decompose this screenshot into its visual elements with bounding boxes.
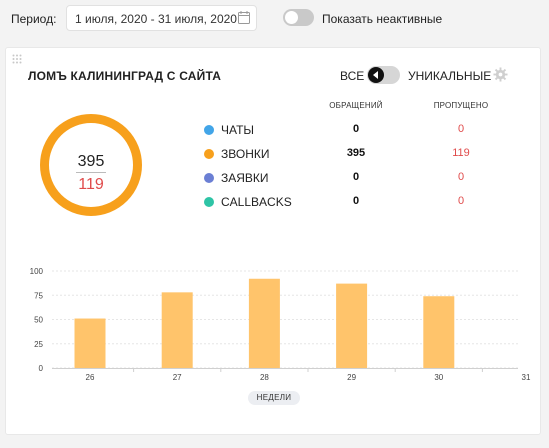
donut-divider [76, 172, 106, 173]
row-missed-value: 119 [452, 147, 470, 159]
x-tick-label: 29 [347, 373, 356, 382]
gear-icon[interactable] [493, 67, 508, 82]
chart-bar [336, 283, 368, 368]
table-row[interactable]: CALLBACKS 0 0 [6, 192, 542, 212]
legend-dot [204, 149, 214, 159]
mode-toggle-knob [368, 67, 384, 83]
row-calls-value: 0 [352, 123, 360, 135]
total-donut: 395 119 [40, 114, 142, 216]
y-tick-label: 25 [34, 340, 43, 349]
row-label: CALLBACKS [221, 195, 292, 209]
legend-dot [204, 197, 214, 207]
mode-unique-label[interactable]: УНИКАЛЬНЫЕ [408, 69, 492, 83]
donut-total-value: 395 [77, 153, 105, 170]
x-tick-label: 27 [173, 373, 182, 382]
table-row[interactable]: ЗВОНКИ 395 119 [6, 144, 542, 164]
y-tick-label: 100 [30, 267, 44, 276]
row-calls-value: 0 [352, 171, 360, 183]
chart-bar [248, 278, 280, 368]
mode-toggle[interactable] [367, 66, 400, 84]
row-label: ЗВОНКИ [221, 147, 270, 161]
weekly-bar-chart: 100 75 50 25 0 26 27 28 29 30 31 [30, 267, 531, 382]
show-inactive-label: Показать неактивные [322, 12, 443, 26]
drag-handle-icon[interactable] [12, 54, 22, 64]
x-tick-label: 26 [86, 373, 95, 382]
top-toolbar: Период: 1 июля, 2020 - 31 июля, 2020 Пок… [0, 0, 549, 38]
legend-dot [204, 173, 214, 183]
x-tick-label: 31 [522, 373, 531, 382]
table-row[interactable]: ЧАТЫ 0 0 [6, 120, 542, 140]
row-label: ЗАЯВКИ [221, 171, 269, 185]
row-calls-value: 395 [346, 147, 366, 159]
x-tick-label: 28 [260, 373, 269, 382]
y-tick-label: 50 [34, 316, 43, 325]
x-axis-badge[interactable]: НЕДЕЛИ [248, 391, 300, 405]
column-header-missed: ПРОПУЩЕНО [433, 101, 489, 110]
x-tick-label: 30 [434, 373, 443, 382]
row-missed-value: 0 [457, 195, 465, 207]
row-missed-value: 0 [457, 123, 465, 135]
period-date-range-input[interactable]: 1 июля, 2020 - 31 июля, 2020 [66, 5, 257, 31]
toggle-knob [285, 11, 298, 24]
arrow-left-icon [373, 71, 378, 79]
row-calls-value: 0 [352, 195, 360, 207]
table-row[interactable]: ЗАЯВКИ 0 0 [6, 168, 542, 188]
row-label: ЧАТЫ [221, 123, 255, 137]
donut-missed-value: 119 [78, 176, 104, 193]
legend-dot [204, 125, 214, 135]
period-label: Период: [11, 12, 57, 26]
widget-title: ЛОМЪ КАЛИНИНГРАД С САЙТА [28, 69, 222, 83]
y-tick-label: 75 [34, 291, 43, 300]
widget-card: ЛОМЪ КАЛИНИНГРАД С САЙТА ВСЕ УНИКАЛЬНЫЕ … [5, 47, 541, 435]
column-header-calls: ОБРАЩЕНИЙ [329, 101, 383, 110]
calendar-icon[interactable] [238, 11, 250, 24]
chart-bar [161, 292, 193, 368]
show-inactive-toggle[interactable] [283, 9, 314, 26]
row-missed-value: 0 [457, 171, 465, 183]
chart-bar [74, 318, 106, 368]
mode-all-label[interactable]: ВСЕ [340, 69, 365, 83]
period-value: 1 июля, 2020 - 31 июля, 2020 [75, 12, 237, 26]
chart-bar [423, 296, 455, 368]
y-tick-label: 0 [39, 364, 44, 373]
